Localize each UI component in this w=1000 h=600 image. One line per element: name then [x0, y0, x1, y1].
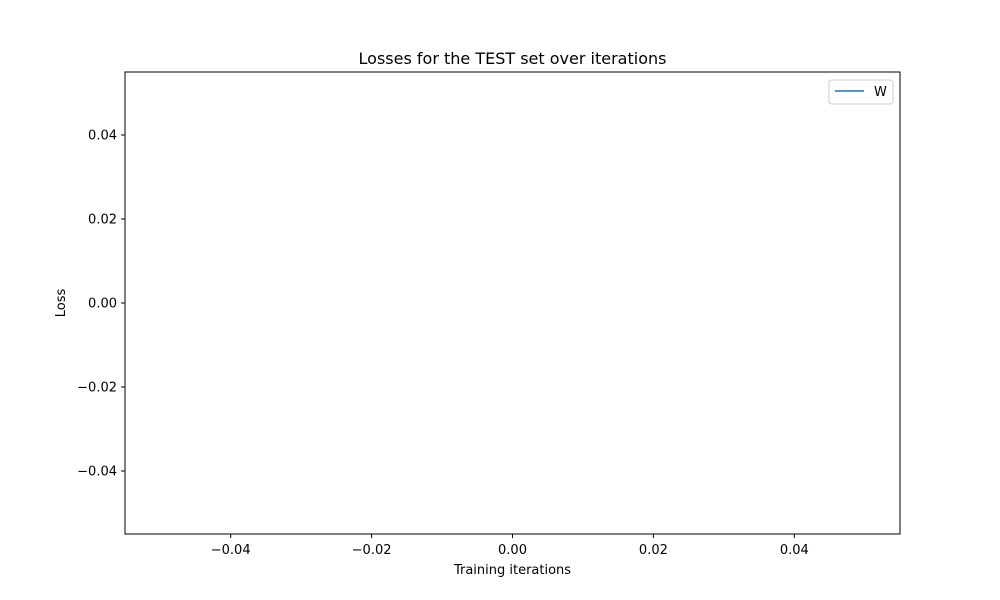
x-tick-label: 0.04	[780, 543, 809, 558]
x-tick-label: −0.02	[352, 543, 392, 558]
y-tick-label: 0.02	[88, 213, 117, 228]
y-tick-label: −0.04	[77, 465, 117, 480]
y-ticks: 0.04 0.02 0.00 −0.02 −0.04	[77, 129, 125, 480]
x-ticks: −0.04 −0.02 0.00 0.02 0.04	[211, 534, 809, 558]
x-tick-label: 0.00	[498, 543, 527, 558]
x-axis-label: Training iterations	[453, 563, 571, 578]
y-tick-label: −0.02	[77, 381, 117, 396]
legend: W	[828, 79, 894, 105]
x-tick-label: −0.04	[211, 543, 251, 558]
chart-title: Losses for the TEST set over iterations	[359, 49, 667, 68]
y-axis-label: Loss	[54, 289, 69, 318]
y-tick-label: 0.04	[88, 129, 117, 144]
legend-label-w: W	[874, 85, 887, 100]
y-tick-label: 0.00	[88, 297, 117, 312]
x-tick-label: 0.02	[639, 543, 668, 558]
legend-box	[828, 79, 894, 105]
